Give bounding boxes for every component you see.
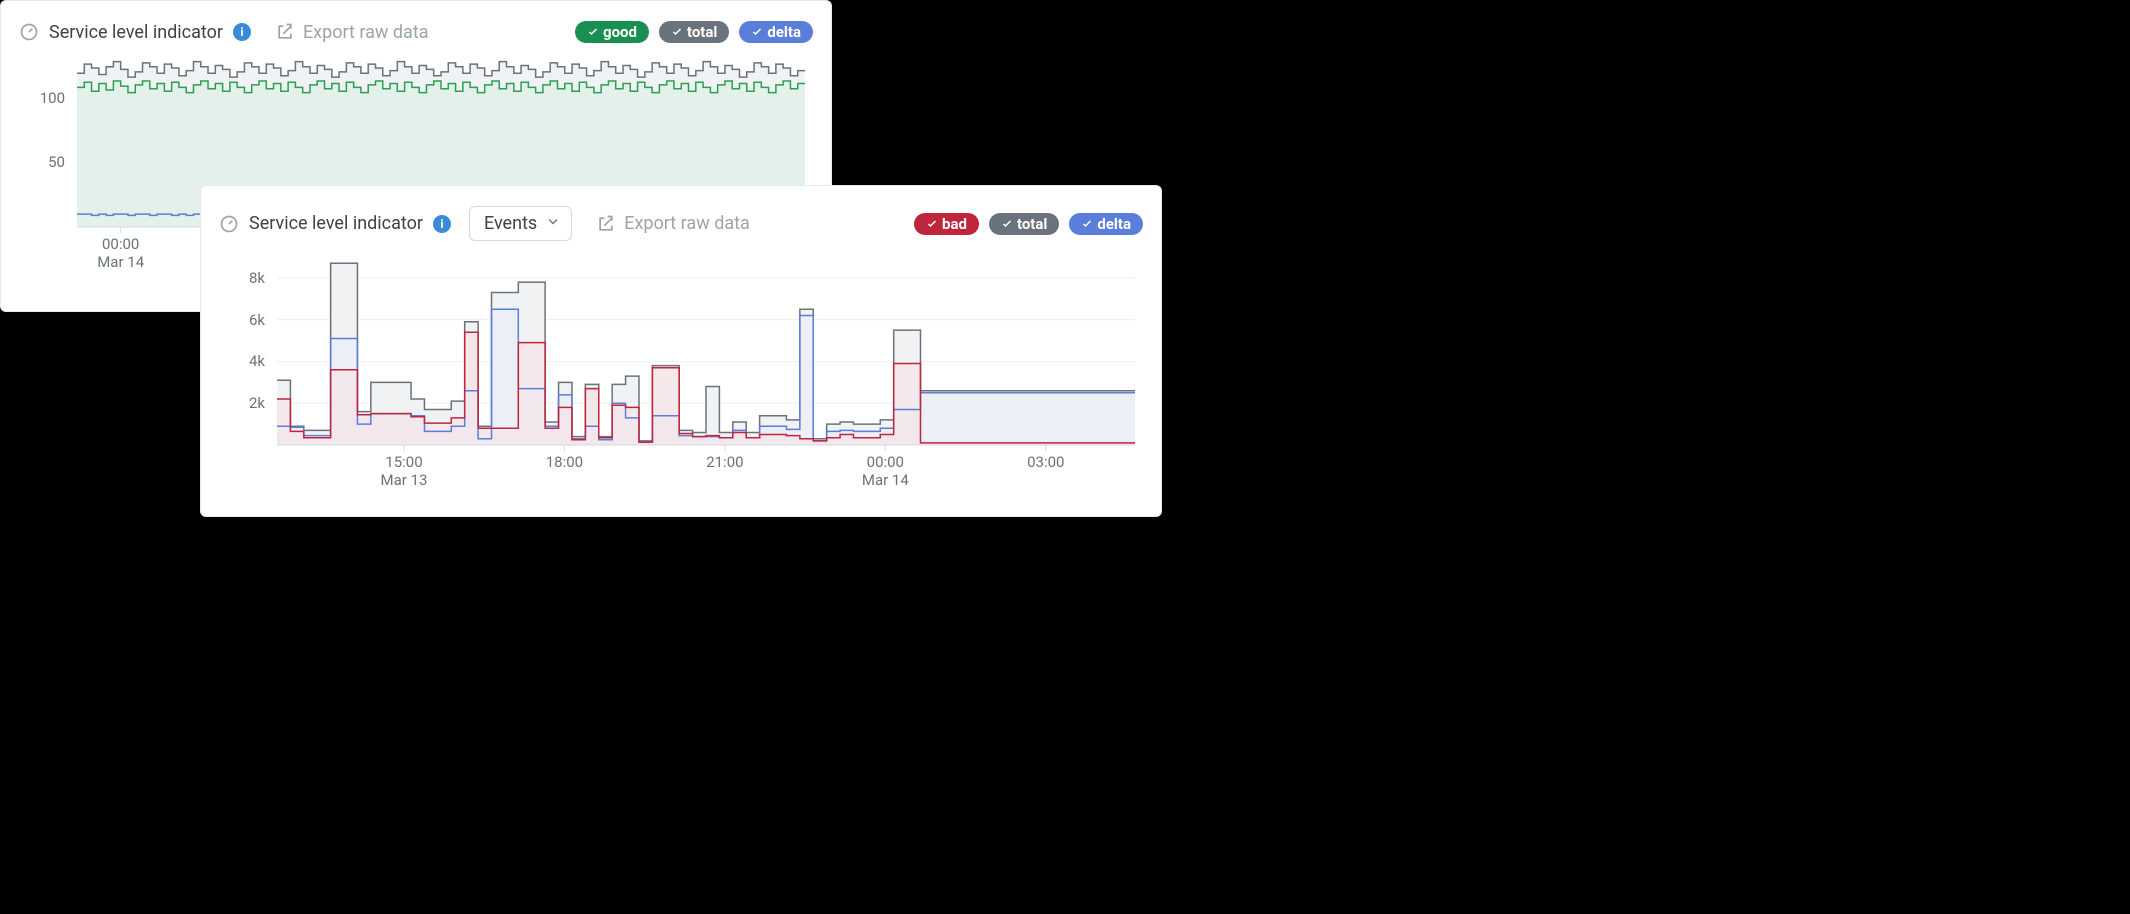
x-tick-label: 18:00 — [546, 453, 583, 471]
export-icon — [275, 22, 295, 42]
export-label: Export raw data — [303, 22, 429, 43]
card2-title: Service level indicator — [249, 213, 423, 234]
pill-total-2[interactable]: total — [989, 213, 1059, 235]
x-tick-label: 03:00 — [1027, 453, 1064, 471]
x-tick-label: 00:00Mar 14 — [97, 235, 144, 271]
info-icon[interactable]: i — [233, 23, 251, 41]
pill-delta[interactable]: delta — [739, 21, 813, 43]
export-icon — [596, 214, 616, 234]
x-tick-label: 21:00 — [706, 453, 743, 471]
units-dropdown[interactable]: Events — [469, 206, 572, 241]
y-tick-label: 8k — [219, 269, 265, 287]
x-tick-label: 15:00Mar 13 — [381, 453, 428, 489]
export-button-1[interactable]: Export raw data — [275, 22, 429, 43]
pill-bad[interactable]: bad — [914, 213, 979, 235]
gauge-icon — [219, 214, 239, 234]
y-tick-label: 4k — [219, 352, 265, 370]
sli-card-2: Service level indicator i Events Export … — [200, 185, 1162, 517]
card1-title: Service level indicator — [49, 22, 223, 43]
gauge-icon — [19, 22, 39, 42]
y-tick-label: 6k — [219, 311, 265, 329]
pill-delta-2[interactable]: delta — [1069, 213, 1143, 235]
pill-good[interactable]: good — [575, 21, 649, 43]
export-label: Export raw data — [624, 213, 750, 234]
info-icon[interactable]: i — [433, 215, 451, 233]
chevron-down-icon — [545, 213, 561, 234]
card2-header: Service level indicator i Events Export … — [201, 186, 1161, 247]
y-tick-label: 100 — [19, 89, 65, 107]
x-tick-label: 00:00Mar 14 — [862, 453, 909, 489]
card1-header: Service level indicator i Export raw dat… — [1, 1, 831, 49]
chart-2: 2k4k6k8k 15:00Mar 1318:0021:0000:00Mar 1… — [219, 253, 1143, 473]
y-tick-label: 50 — [19, 153, 65, 171]
y-tick-label: 2k — [219, 394, 265, 412]
export-button-2[interactable]: Export raw data — [596, 213, 750, 234]
pill-total[interactable]: total — [659, 21, 729, 43]
